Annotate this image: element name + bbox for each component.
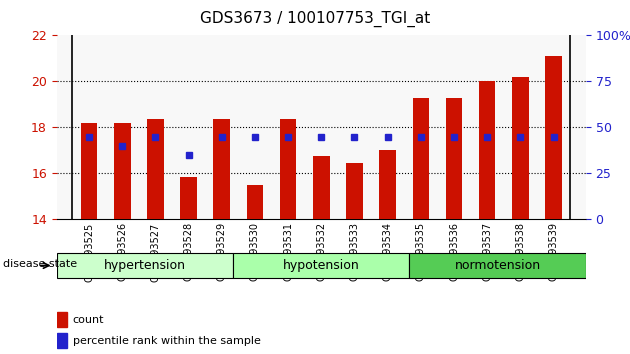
Bar: [413, 97, 429, 219]
Text: count: count: [72, 315, 104, 325]
Bar: [57, 333, 67, 348]
Text: disease state: disease state: [3, 259, 77, 269]
Text: normotension: normotension: [455, 259, 541, 272]
Text: percentile rank within the sample: percentile rank within the sample: [72, 336, 260, 346]
Bar: [147, 119, 164, 219]
Bar: [180, 177, 197, 219]
Text: GDS3673 / 100107753_TGI_at: GDS3673 / 100107753_TGI_at: [200, 11, 430, 27]
Bar: [214, 119, 230, 219]
Bar: [313, 156, 329, 219]
FancyBboxPatch shape: [233, 253, 410, 278]
Bar: [81, 123, 98, 219]
Bar: [379, 150, 396, 219]
Bar: [57, 312, 67, 327]
Bar: [445, 97, 462, 219]
Bar: [479, 81, 495, 219]
FancyBboxPatch shape: [410, 253, 586, 278]
Bar: [280, 119, 297, 219]
Bar: [114, 123, 130, 219]
Bar: [512, 77, 529, 219]
FancyBboxPatch shape: [57, 253, 233, 278]
Text: hypotension: hypotension: [283, 259, 360, 272]
Bar: [346, 163, 363, 219]
Bar: [545, 56, 562, 219]
Text: hypertension: hypertension: [104, 259, 186, 272]
Bar: [247, 185, 263, 219]
